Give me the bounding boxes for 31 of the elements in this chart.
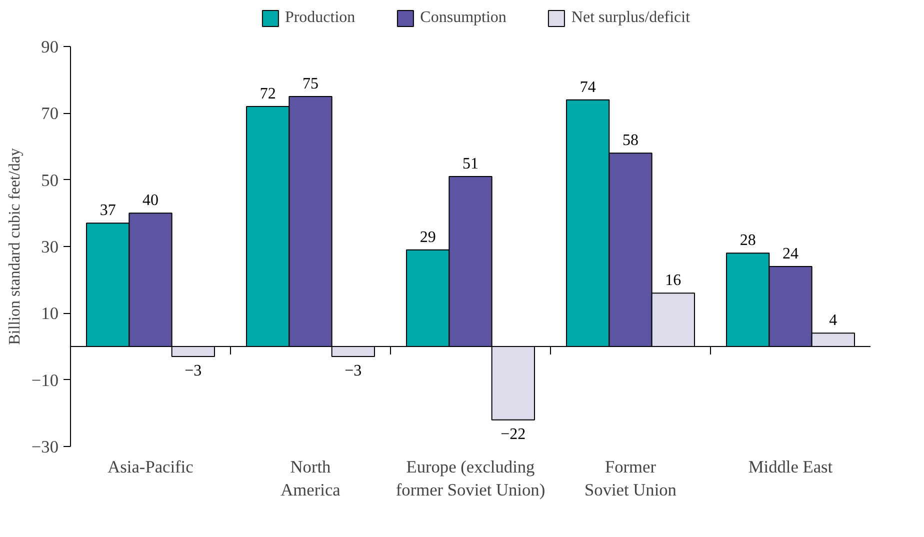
y-axis-title: Billion standard cubic feet/day — [6, 148, 24, 345]
data-label: 24 — [782, 246, 798, 262]
y-tick-label: 90 — [41, 38, 58, 56]
data-label: −3 — [344, 362, 362, 380]
data-label: 28 — [740, 232, 756, 250]
y-tick-label: 10 — [41, 304, 58, 324]
y-tick-label: −30 — [31, 438, 59, 456]
legend-label: Net surplus/deficit — [571, 9, 690, 27]
y-tick-label: 50 — [41, 170, 58, 190]
data-label: 72 — [260, 86, 276, 102]
legend-label: Consumption — [420, 9, 506, 27]
data-label: 4 — [829, 312, 838, 330]
x-tick-label: Asia-Pacific — [108, 458, 194, 476]
data-label: −22 — [500, 426, 526, 443]
x-tick-label: North America — [280, 458, 341, 500]
data-label: 51 — [462, 156, 478, 172]
data-label: 16 — [665, 272, 682, 290]
data-label: 37 — [100, 202, 116, 220]
x-tick-label: Former Soviet Union — [584, 458, 677, 500]
x-tick-label: Middle East — [748, 458, 833, 476]
x-tick-label: Europe (excluding former Soviet Union) — [396, 458, 546, 500]
data-label: 40 — [142, 192, 158, 210]
data-label: 74 — [580, 78, 596, 96]
data-label: 29 — [420, 228, 436, 246]
data-label: 58 — [622, 132, 638, 150]
data-label: −3 — [184, 362, 202, 380]
y-tick-label: 30 — [41, 238, 58, 256]
data-label: 75 — [302, 76, 318, 92]
y-tick-label: 70 — [41, 104, 58, 124]
y-tick-label: −10 — [31, 370, 59, 390]
legend-label: Production — [284, 9, 356, 27]
